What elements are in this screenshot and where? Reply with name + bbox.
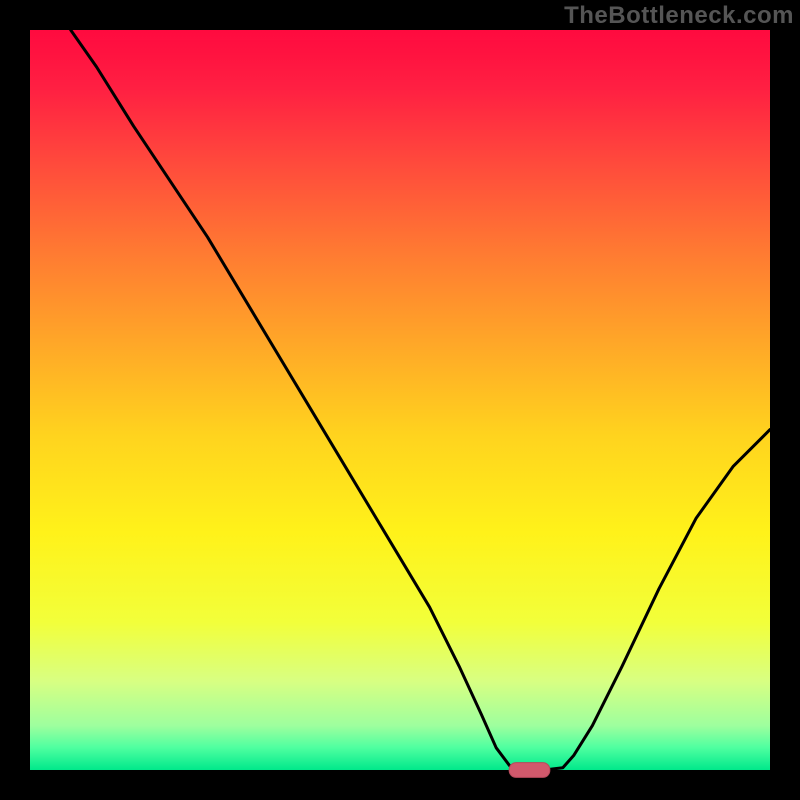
watermark-label: TheBottleneck.com — [564, 2, 794, 30]
optimal-marker — [509, 763, 550, 778]
bottleneck-chart: TheBottleneck.com — [0, 0, 800, 800]
chart-svg-root — [0, 0, 800, 800]
chart-plot-area — [30, 30, 770, 770]
